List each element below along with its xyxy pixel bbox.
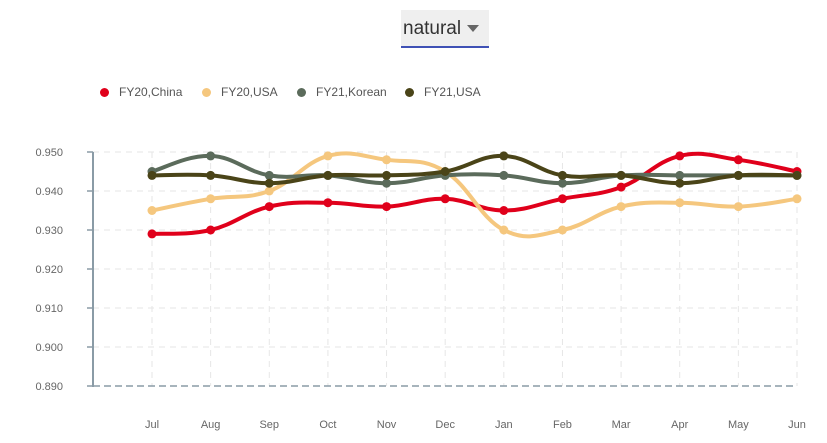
x-tick-label: Apr xyxy=(671,419,688,431)
grid xyxy=(93,151,798,387)
data-point[interactable] xyxy=(440,194,450,204)
scale-select[interactable]: natural xyxy=(401,10,489,48)
data-point[interactable] xyxy=(499,225,509,235)
data-point[interactable] xyxy=(557,225,567,235)
legend-label: FY20,China xyxy=(119,85,183,99)
data-point[interactable] xyxy=(264,170,274,180)
x-axis: Jul Aug Sep Oct Nov Dec Jan Feb Mar Apr May Jun xyxy=(93,385,806,431)
data-point[interactable] xyxy=(675,151,685,161)
legend-item[interactable]: FY20,China xyxy=(100,85,182,99)
y-tick-label: 0.910 xyxy=(35,303,63,315)
x-tick-label: Nov xyxy=(377,419,397,431)
data-point[interactable] xyxy=(499,206,509,215)
data-point[interactable] xyxy=(323,151,333,161)
data-point[interactable] xyxy=(733,155,743,165)
legend-label: FY21,Korean xyxy=(316,85,387,99)
legend-label: FY20,USA xyxy=(221,85,278,99)
scale-select-value: natural xyxy=(403,18,462,39)
series-line[interactable] xyxy=(150,151,799,236)
data-point[interactable] xyxy=(206,225,216,235)
data-point[interactable] xyxy=(323,198,333,208)
data-point[interactable] xyxy=(206,194,216,204)
data-point[interactable] xyxy=(675,198,685,208)
y-axis: 0.950 0.940 0.930 0.920 0.910 0.900 0.890 xyxy=(35,147,94,393)
data-point[interactable] xyxy=(147,170,157,180)
legend-item[interactable]: FY20,USA xyxy=(202,85,278,99)
legend-dot-icon xyxy=(202,87,211,97)
x-tick-label: Jun xyxy=(788,419,806,431)
x-tick-label: Feb xyxy=(553,419,572,431)
x-tick-label: Aug xyxy=(201,419,221,431)
y-tick-label: 0.930 xyxy=(35,225,63,237)
series-3[interactable] xyxy=(147,151,802,188)
data-point[interactable] xyxy=(264,202,274,212)
data-point[interactable] xyxy=(557,170,567,180)
legend-dot-icon xyxy=(297,87,306,97)
data-point[interactable] xyxy=(616,202,626,212)
data-point[interactable] xyxy=(733,170,743,180)
data-point[interactable] xyxy=(147,229,157,239)
data-point[interactable] xyxy=(382,155,392,165)
legend-dot-icon xyxy=(405,87,414,97)
legend-dot-icon xyxy=(100,87,109,97)
legend-item[interactable]: FY21,Korean xyxy=(297,85,387,99)
data-point[interactable] xyxy=(264,178,274,188)
data-point[interactable] xyxy=(557,194,567,204)
data-point[interactable] xyxy=(557,178,567,188)
x-tick-label: May xyxy=(728,419,749,431)
y-tick-label: 0.940 xyxy=(35,186,63,198)
data-point[interactable] xyxy=(675,178,685,188)
data-point[interactable] xyxy=(792,194,802,204)
data-point[interactable] xyxy=(382,202,392,212)
series-line[interactable] xyxy=(150,151,799,239)
data-point[interactable] xyxy=(616,182,626,192)
data-point[interactable] xyxy=(792,170,802,180)
x-tick-label: Mar xyxy=(612,419,631,431)
legend-item[interactable]: FY21,USA xyxy=(405,85,481,99)
x-tick-label: Dec xyxy=(435,419,455,431)
x-tick-label: Oct xyxy=(319,419,336,431)
series-0[interactable] xyxy=(147,151,802,239)
x-tick-label: Jan xyxy=(495,419,513,431)
data-point[interactable] xyxy=(382,170,392,180)
legend-label: FY21,USA xyxy=(424,85,481,99)
data-point[interactable] xyxy=(499,170,509,180)
x-tick-label: Jul xyxy=(145,419,159,431)
data-point[interactable] xyxy=(323,170,333,180)
x-tick-label: Sep xyxy=(259,419,279,431)
data-point[interactable] xyxy=(733,202,743,212)
data-point[interactable] xyxy=(616,170,626,180)
y-tick-label: 0.890 xyxy=(35,381,63,393)
data-point[interactable] xyxy=(440,167,450,176)
data-point[interactable] xyxy=(382,178,392,188)
data-point[interactable] xyxy=(499,151,509,161)
caret-down-icon xyxy=(467,25,479,32)
data-point[interactable] xyxy=(206,151,216,161)
data-point[interactable] xyxy=(675,170,685,180)
data-point[interactable] xyxy=(147,206,157,215)
y-tick-label: 0.900 xyxy=(35,342,63,354)
data-point[interactable] xyxy=(206,170,216,180)
y-tick-label: 0.920 xyxy=(35,264,63,276)
y-tick-label: 0.950 xyxy=(35,147,63,159)
series-1[interactable] xyxy=(147,151,802,239)
data-point[interactable] xyxy=(264,186,274,196)
